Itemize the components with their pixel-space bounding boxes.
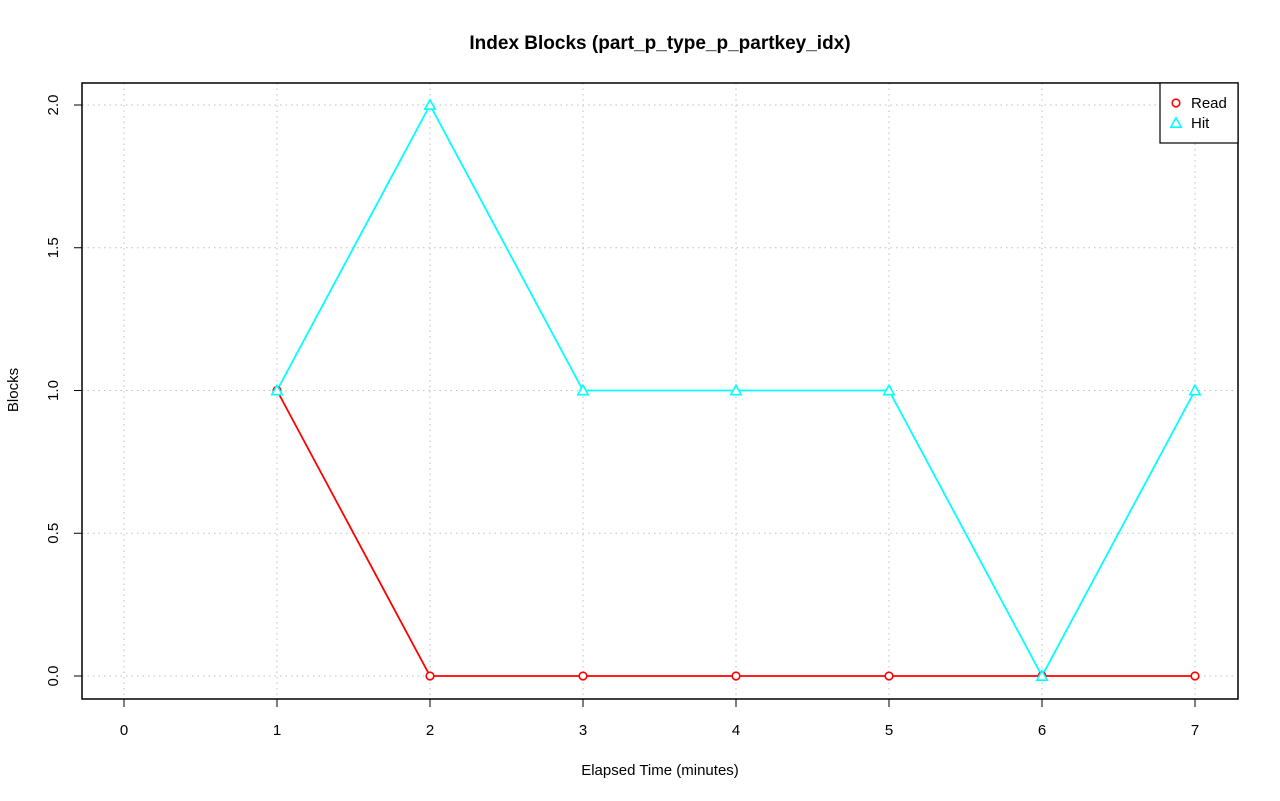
x-tick-label: 1 [273, 722, 281, 739]
x-axis-label: Elapsed Time (minutes) [581, 762, 739, 779]
data-point-hit [1035, 669, 1049, 681]
y-tick-label: 1.5 [45, 237, 62, 258]
legend-label-hit: Hit [1191, 115, 1210, 132]
legend-box [1159, 82, 1239, 144]
legend: Read Hit [1159, 82, 1239, 144]
plot-frame [81, 82, 1239, 700]
data-point-read [1190, 671, 1200, 681]
data-point-hit [882, 383, 896, 396]
series-points [270, 98, 1202, 681]
legend-marker-hit [1169, 116, 1183, 128]
data-point-hit [576, 383, 590, 396]
legend-marker-read [1171, 98, 1181, 108]
data-point-hit [270, 383, 284, 396]
x-tick-label: 4 [732, 722, 740, 739]
data-point-read [884, 671, 894, 681]
y-axis-label: Blocks [5, 368, 22, 412]
x-tick-label: 0 [120, 722, 128, 739]
x-tick-label: 2 [426, 722, 434, 739]
x-tick-label: 5 [885, 722, 893, 739]
y-tick-label: 0.0 [45, 666, 62, 687]
x-tick-label: 7 [1191, 722, 1199, 739]
data-point-read [731, 671, 741, 681]
y-tick-label: 2.0 [45, 95, 62, 116]
data-point-hit [1188, 383, 1202, 396]
x-tick-label: 6 [1038, 722, 1046, 739]
data-point-hit [423, 98, 437, 110]
data-point-read [425, 671, 435, 681]
y-tick-label: 0.5 [45, 523, 62, 544]
axis-ticks: 0 1 2 3 4 5 6 7 0.0 0.5 1.0 1.5 2.0 [45, 95, 1199, 739]
x-tick-label: 3 [579, 722, 587, 739]
y-tick-label: 1.0 [45, 380, 62, 401]
chart-title: Index Blocks (part_p_type_p_partkey_idx) [469, 33, 850, 54]
data-point-hit [729, 383, 743, 396]
legend-label-read: Read [1191, 95, 1227, 112]
data-point-read [578, 671, 588, 681]
